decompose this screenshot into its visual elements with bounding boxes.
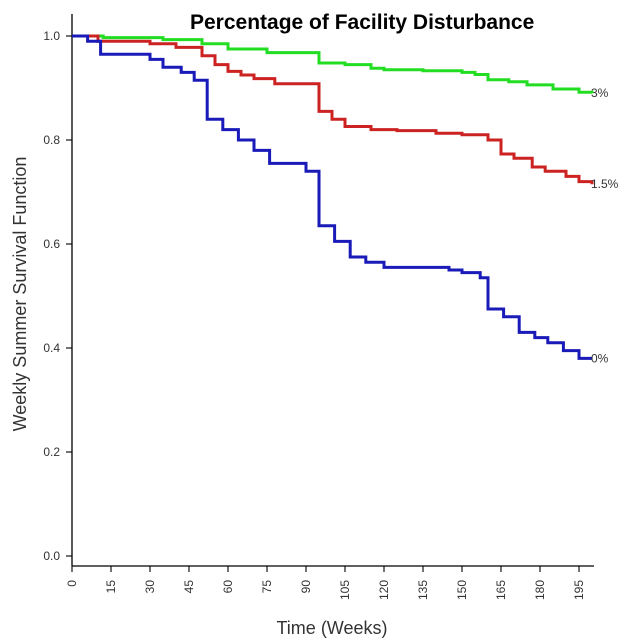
- x-tick-label: 0: [65, 580, 79, 587]
- y-tick-label: 0.6: [43, 237, 60, 251]
- x-tick-label: 90: [299, 580, 313, 594]
- x-tick-label: 75: [260, 580, 274, 594]
- x-tick-label: 180: [533, 580, 547, 600]
- chart-title: Percentage of Facility Disturbance: [190, 11, 534, 34]
- x-tick-label: 105: [338, 580, 352, 600]
- y-tick-label: 0.8: [43, 133, 60, 147]
- x-tick-label: 60: [221, 580, 235, 594]
- y-tick-label: 1.0: [43, 29, 60, 43]
- y-axis-title: Weekly Summer Survival Function: [10, 157, 30, 432]
- series-label-1-5pct: 1.5%: [591, 177, 619, 191]
- series-line-3pct: [72, 34, 594, 94]
- x-tick-label: 165: [494, 580, 508, 600]
- y-tick-label: 0.2: [43, 445, 60, 459]
- y-tick-label: 0.0: [43, 549, 60, 563]
- x-tick-label: 135: [416, 580, 430, 600]
- x-axis-title: Time (Weeks): [276, 618, 387, 638]
- series-line-1-5pct: [72, 34, 594, 185]
- x-tick-label: 150: [455, 580, 469, 600]
- y-axis: 0.0 0.2 0.4 0.6 0.8 1.0: [43, 14, 73, 566]
- series-label-0pct: 0%: [591, 351, 609, 365]
- x-tick-label: 15: [104, 580, 118, 594]
- x-tick-label: 45: [182, 580, 196, 594]
- x-axis: 0 15 30 45 60 75 90 105 120 135 150 165 180 195: [65, 565, 594, 600]
- series-layer: 3% 1.5% 0%: [72, 34, 619, 365]
- x-tick-label: 120: [377, 580, 391, 600]
- series-label-3pct: 3%: [591, 86, 609, 100]
- x-tick-label: 195: [572, 580, 586, 600]
- series-line-0pct: [72, 34, 592, 360]
- y-tick-label: 0.4: [43, 341, 60, 355]
- x-tick-label: 30: [143, 580, 157, 594]
